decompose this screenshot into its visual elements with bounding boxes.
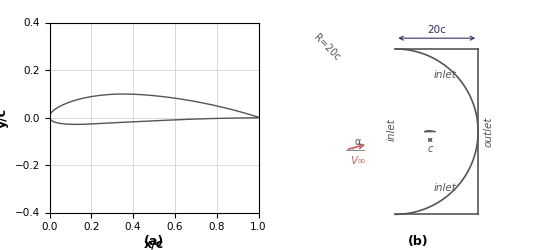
Text: inlet: inlet [433,70,456,81]
Text: (a): (a) [144,234,164,248]
Text: V∞: V∞ [351,156,366,166]
X-axis label: x/c: x/c [144,238,164,250]
Text: inlet: inlet [433,183,456,193]
Text: outlet: outlet [483,116,493,147]
Text: α: α [355,137,361,147]
Text: (b): (b) [408,234,428,248]
Text: inlet: inlet [386,118,396,142]
Text: 20c: 20c [427,25,446,35]
Text: R=20c: R=20c [311,32,342,62]
Text: c: c [427,144,433,154]
Y-axis label: y/c: y/c [0,108,9,128]
